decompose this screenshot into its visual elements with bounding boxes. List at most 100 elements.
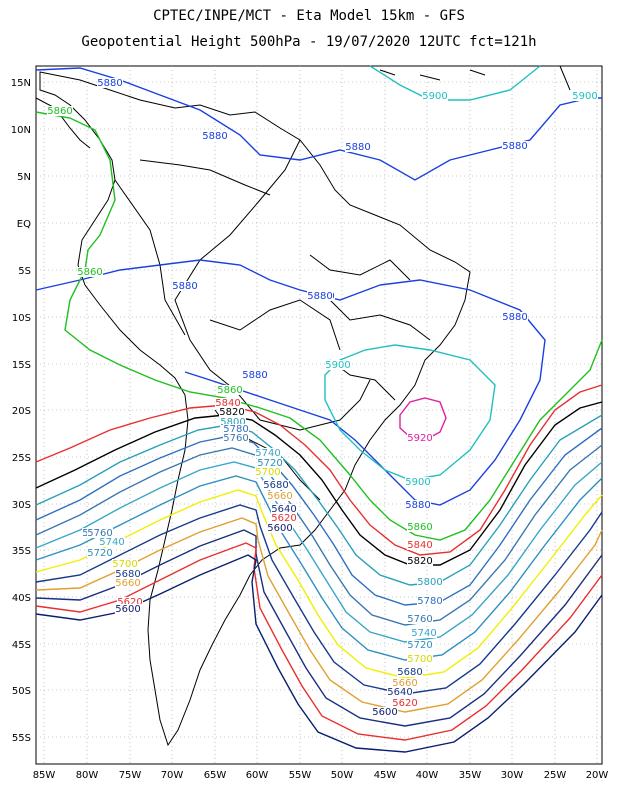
contour-5660 <box>35 517 603 713</box>
contour-label-bg <box>77 267 103 277</box>
contour-label-bg <box>407 556 433 566</box>
contour-label-bg <box>115 578 141 588</box>
contour-label: 5700 <box>255 467 280 478</box>
contour-5740 <box>35 461 603 643</box>
contour-label: 5640 <box>387 687 412 698</box>
lat-tick-label: 5S <box>18 266 31 277</box>
contour-label-bg <box>407 640 433 650</box>
contour-label: 5660 <box>115 578 140 589</box>
contour-label-bg <box>407 522 433 532</box>
contour-label-bg <box>267 491 293 501</box>
contour-label-bg <box>392 678 418 688</box>
lon-tick-label: 50W <box>331 770 354 781</box>
lat-tick-label: 15S <box>12 360 31 371</box>
border-states-3 <box>309 254 411 281</box>
border-venezuela <box>139 159 271 196</box>
contour-label: 5620 <box>117 597 142 608</box>
contour-label-bg <box>99 537 125 547</box>
lat-tick-label: 45S <box>12 640 31 651</box>
contour-label: 5700 <box>112 559 137 570</box>
contour-label: 5640 <box>271 504 296 515</box>
lon-tick-label: 80W <box>76 770 99 781</box>
lat-tick-label: 30S <box>12 500 31 511</box>
contour-label: 5740 <box>99 537 124 548</box>
contour-label-bg <box>217 385 243 395</box>
contour-label-bg <box>372 707 398 717</box>
contour-5800 <box>35 414 603 586</box>
contour-label-bg <box>307 291 333 301</box>
contour-label: 5760 <box>407 614 432 625</box>
contour-label-bg <box>502 141 528 151</box>
contour-5880-south <box>35 259 546 506</box>
contour-label: 5860 <box>77 267 102 278</box>
contour-label-bg <box>87 548 113 558</box>
lat-tick-label: 15N <box>11 78 31 89</box>
contour-5600 <box>35 554 603 753</box>
contour-labels: 5880588058805880588058805880588058805880… <box>47 78 598 718</box>
contour-label: 5720 <box>87 548 112 559</box>
contour-label: 5880 <box>502 312 527 323</box>
lat-tick-label: 35S <box>12 546 31 557</box>
contour-label-bg <box>97 78 123 88</box>
contour-label-bg <box>407 614 433 624</box>
contour-label: 5860 <box>217 385 242 396</box>
contour-label: 5840 <box>407 540 432 551</box>
lon-tick-label: 35W <box>459 770 482 781</box>
lon-tick-label: 20W <box>586 770 609 781</box>
contour-label: 5660 <box>392 678 417 689</box>
lat-tick-label: 10S <box>12 313 31 324</box>
contour-label: 5620 <box>271 513 296 524</box>
contour-5700 <box>35 489 603 679</box>
contour-5860 <box>35 111 603 541</box>
contour-label-bg <box>345 142 371 152</box>
contour-label-bg <box>397 667 423 677</box>
contour-label-bg <box>220 417 246 427</box>
contour-label-bg <box>271 513 297 523</box>
contour-label-bg <box>387 687 413 697</box>
contour-label: 5880 <box>97 78 122 89</box>
contour-label-bg <box>267 523 293 533</box>
contour-label: 5900 <box>405 477 430 488</box>
lat-tick-label: 20S <box>12 406 31 417</box>
contour-label-bg <box>223 424 249 434</box>
coastlines <box>35 65 571 747</box>
contour-label-bg <box>242 370 268 380</box>
contour-label: 5680 <box>115 569 140 580</box>
lon-tick-label: 65W <box>204 770 227 781</box>
contour-label-bg <box>422 91 448 101</box>
lat-lon-grid <box>36 66 602 764</box>
lon-tick-label: 70W <box>161 770 184 781</box>
contour-label-bg <box>112 559 138 569</box>
contour-label: 5740 <box>411 628 436 639</box>
contour-5900-south <box>324 344 496 481</box>
contour-label-bg <box>215 398 241 408</box>
map-title: CPTEC/INPE/MCT - Eta Model 15km - GFS <box>153 8 465 24</box>
contour-label-bg <box>392 698 418 708</box>
contour-label: 5820 <box>219 407 244 418</box>
lon-tick-label: 60W <box>246 770 269 781</box>
contour-label: 5880 <box>307 291 332 302</box>
contour-label: 5900 <box>422 91 447 102</box>
contour-label-bg <box>407 654 433 664</box>
contour-label: 5600 <box>267 523 292 534</box>
contour-label: 5920 <box>407 433 432 444</box>
contour-label: 5600 <box>372 707 397 718</box>
contour-label: 5620 <box>392 698 417 709</box>
contour-label: 5880 <box>345 142 370 153</box>
contour-5640 <box>35 529 603 727</box>
lon-tick-label: 25W <box>544 770 567 781</box>
contour-label-bg <box>223 433 249 443</box>
contour-5760 <box>35 444 603 626</box>
contour-label: 5900 <box>572 91 597 102</box>
contour-label-bg <box>87 528 113 538</box>
contour-label-bg <box>417 577 443 587</box>
contour-label-bg <box>572 91 598 101</box>
contour-label-bg <box>325 360 351 370</box>
caribbean-islands <box>379 65 571 91</box>
contour-5720 <box>35 475 603 661</box>
contour-label-bg <box>255 467 281 477</box>
contour-label: 5880 <box>242 370 267 381</box>
contour-label-bg <box>219 407 245 417</box>
contour-label: 5720 <box>407 640 432 651</box>
